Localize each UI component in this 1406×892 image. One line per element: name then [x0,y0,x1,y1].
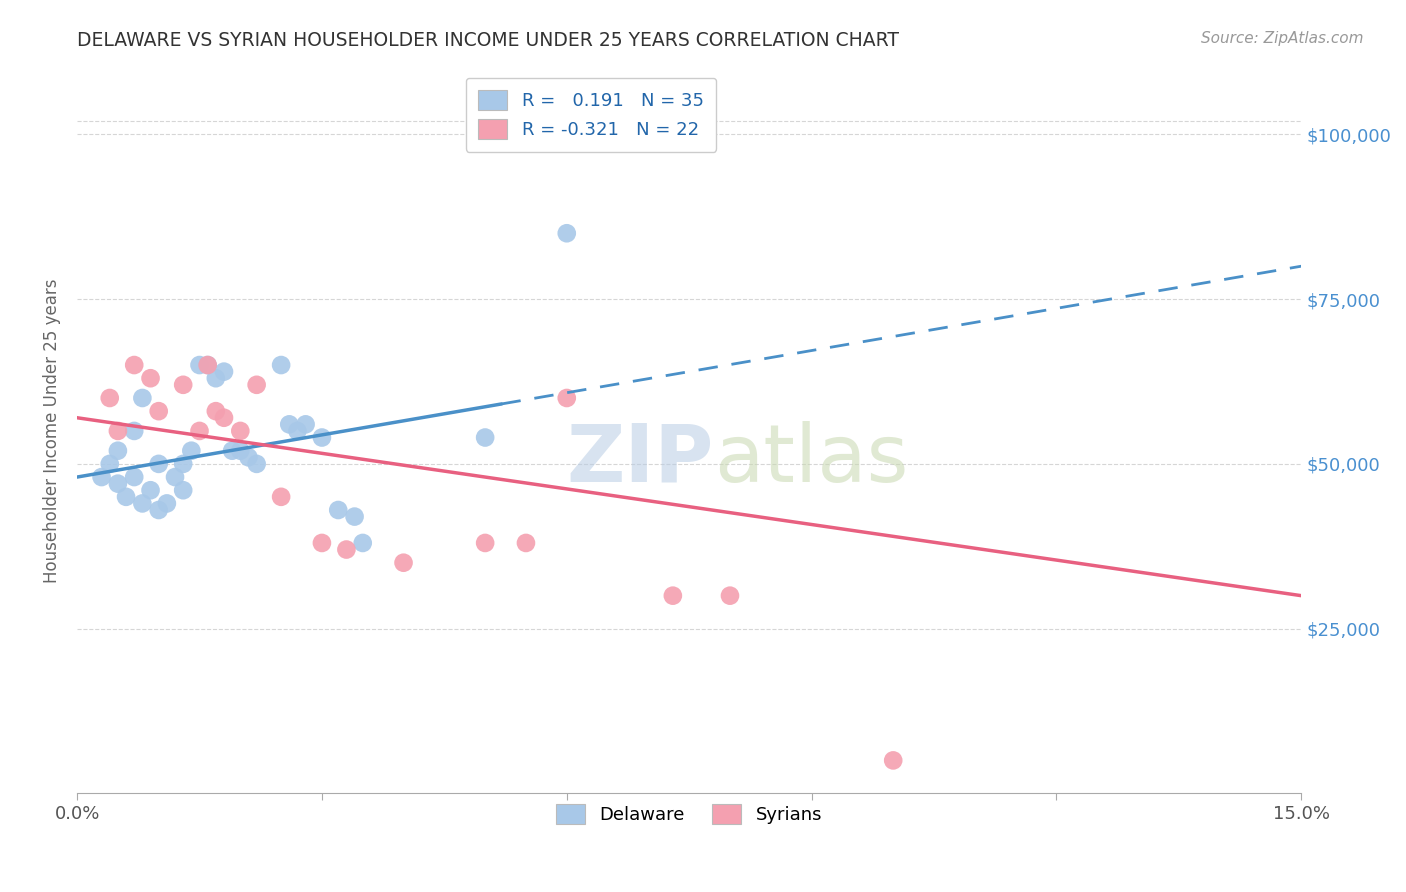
Point [246,457,269,471]
Point [343,509,366,524]
Point [278,417,301,432]
Point [172,483,194,498]
Point [270,490,292,504]
Point [474,430,496,444]
Point [131,391,153,405]
Point [139,483,162,498]
Point [205,404,228,418]
Point [107,424,129,438]
Point [352,536,374,550]
Point [287,424,309,438]
Y-axis label: Householder Income Under 25 years: Householder Income Under 25 years [44,278,60,583]
Point [163,470,186,484]
Point [139,371,162,385]
Text: Source: ZipAtlas.com: Source: ZipAtlas.com [1201,31,1364,46]
Point [718,589,741,603]
Legend: Delaware, Syrians: Delaware, Syrians [546,794,832,835]
Point [197,358,219,372]
Point [180,443,202,458]
Point [115,490,138,504]
Point [148,404,170,418]
Point [98,457,121,471]
Point [335,542,357,557]
Point [131,496,153,510]
Point [122,358,145,372]
Point [246,377,269,392]
Point [555,391,578,405]
Text: DELAWARE VS SYRIAN HOUSEHOLDER INCOME UNDER 25 YEARS CORRELATION CHART: DELAWARE VS SYRIAN HOUSEHOLDER INCOME UN… [77,31,900,50]
Point [229,424,252,438]
Point [238,450,260,465]
Point [122,470,145,484]
Point [392,556,415,570]
Point [107,476,129,491]
Point [107,443,129,458]
Point [197,358,219,372]
Point [882,753,904,767]
Point [212,365,235,379]
Point [188,358,211,372]
Point [221,443,243,458]
Point [188,424,211,438]
Point [662,589,685,603]
Point [311,536,333,550]
Point [212,410,235,425]
Point [311,430,333,444]
Point [148,457,170,471]
Point [172,377,194,392]
Point [90,470,112,484]
Point [555,226,578,240]
Point [270,358,292,372]
Point [474,536,496,550]
Point [98,391,121,405]
Point [294,417,316,432]
Point [156,496,179,510]
Point [229,443,252,458]
Point [122,424,145,438]
Point [148,503,170,517]
Point [172,457,194,471]
Text: atlas: atlas [714,421,908,499]
Point [515,536,537,550]
Point [328,503,350,517]
Text: ZIP: ZIP [567,421,714,499]
Point [205,371,228,385]
